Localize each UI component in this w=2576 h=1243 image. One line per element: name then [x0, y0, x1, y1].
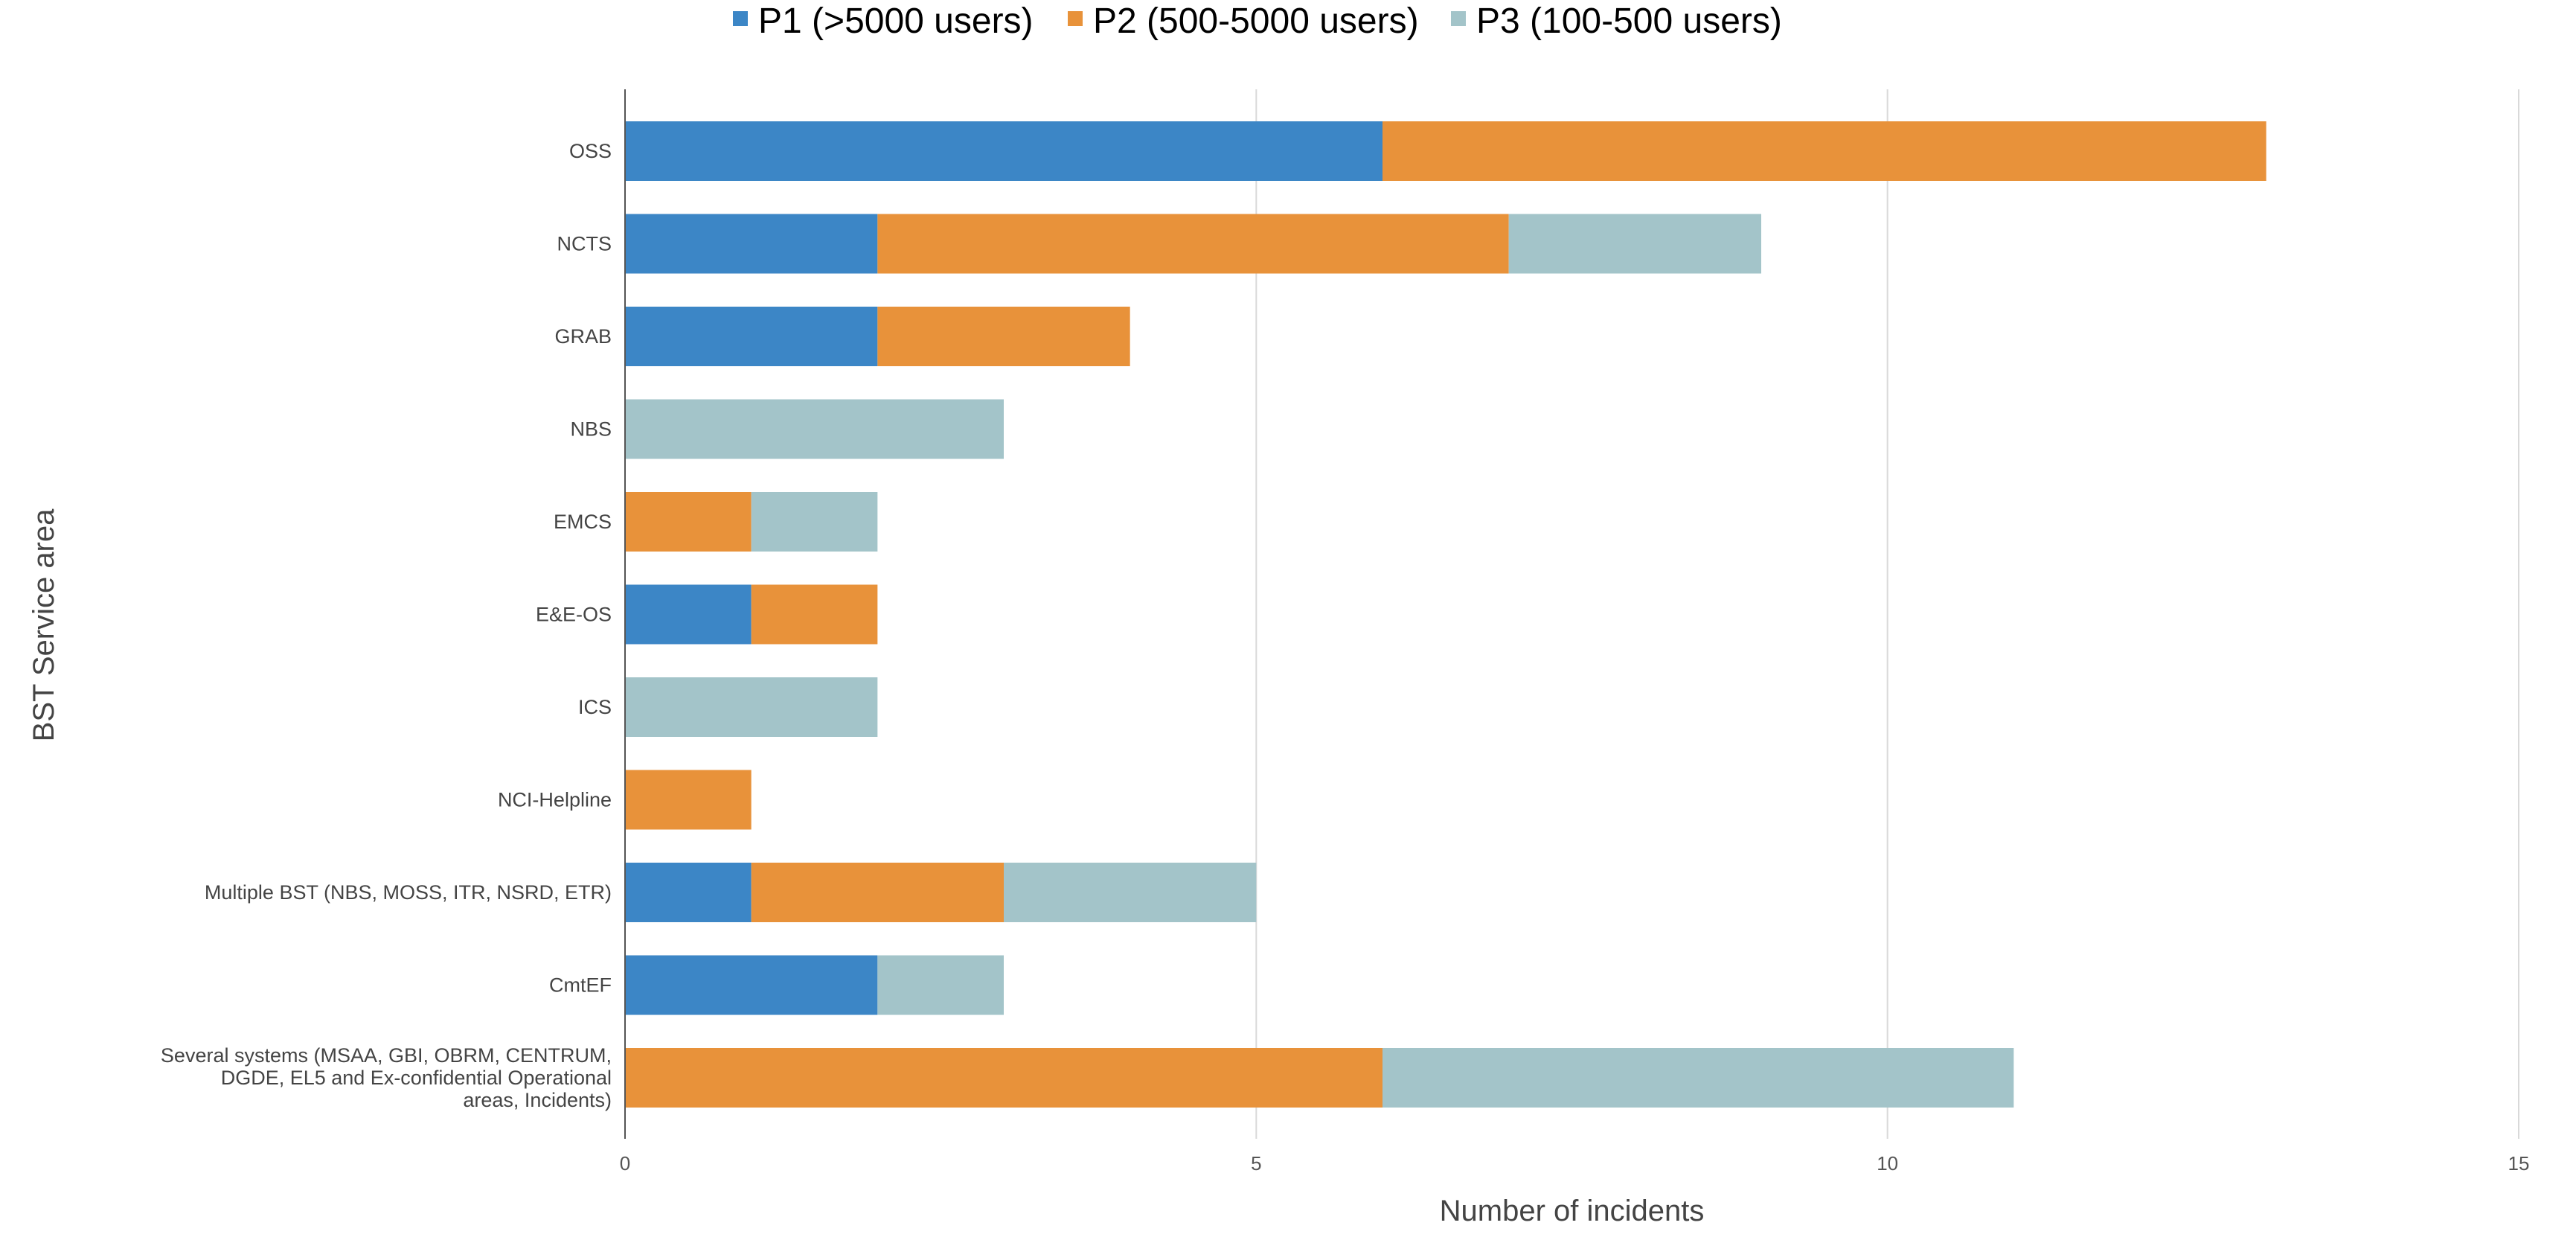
- bar-3-2: [1508, 214, 1761, 274]
- x-tick-label-2: 10: [1877, 1152, 1898, 1175]
- bar-3-9: [1004, 863, 1257, 922]
- x-axis-ticks: 0 5 10 15: [620, 1152, 2530, 1175]
- x-tick-label-3: 15: [2508, 1152, 2530, 1175]
- category-label-3: GRAB: [554, 325, 612, 348]
- legend-label-1: P1 (>5000 users): [758, 1, 1034, 41]
- bar-2-1: [1382, 121, 2266, 181]
- category-label-11: Several systems (MSAA, GBI, OBRM, CENTRU…: [161, 1044, 612, 1111]
- category-label-8: NCI-Helpline: [498, 789, 612, 811]
- bar-1-10: [625, 955, 878, 1015]
- bar-1-3: [625, 307, 878, 366]
- category-label-7: ICS: [578, 696, 612, 718]
- bar-3-7: [625, 677, 878, 737]
- category-label-6: E&E-OS: [536, 604, 612, 626]
- legend-swatch-1: [733, 11, 748, 26]
- category-label-2: NCTS: [557, 233, 612, 255]
- legend-label-3: P3 (100-500 users): [1476, 1, 1782, 41]
- category-label-10: CmtEF: [549, 974, 612, 997]
- bar-2-11: [625, 1048, 1382, 1108]
- category-label-1: OSS: [569, 140, 612, 162]
- legend: P1 (>5000 users) P2 (500-5000 users) P3 (1…: [733, 1, 1782, 41]
- bar-2-3: [877, 307, 1130, 366]
- bar-1-1: [625, 121, 1382, 181]
- bar-3-5: [751, 492, 878, 552]
- x-tick-label-1: 5: [1251, 1152, 1261, 1175]
- category-label-9: Multiple BST (NBS, MOSS, ITR, NSRD, ETR): [205, 881, 612, 904]
- legend-label-2: P2 (500-5000 users): [1093, 1, 1419, 41]
- bar-3-11: [1382, 1048, 2014, 1108]
- category-label-4: NBS: [570, 418, 612, 441]
- legend-swatch-2: [1068, 11, 1083, 26]
- legend-swatch-3: [1451, 11, 1466, 26]
- x-axis-title: Number of incidents: [1440, 1195, 1705, 1227]
- bar-1-6: [625, 584, 752, 645]
- bar-1-2: [625, 214, 878, 274]
- bar-2-8: [625, 770, 752, 830]
- bar-3-10: [877, 955, 1004, 1015]
- bar-2-6: [751, 584, 878, 645]
- bar-2-2: [877, 214, 1509, 274]
- y-axis-title: BST Service area: [28, 508, 60, 741]
- bar-2-9: [751, 863, 1004, 922]
- bar-1-9: [625, 863, 752, 922]
- category-labels: OSS NCTS GRAB NBS EMCS E&E-OS ICS NCI-Helpline M…: [161, 140, 612, 1111]
- category-label-5: EMCS: [554, 511, 612, 533]
- bar-2-5: [625, 492, 752, 552]
- bar-3-4: [625, 399, 1004, 459]
- bars: [625, 121, 2266, 1108]
- x-tick-label-0: 0: [620, 1152, 630, 1175]
